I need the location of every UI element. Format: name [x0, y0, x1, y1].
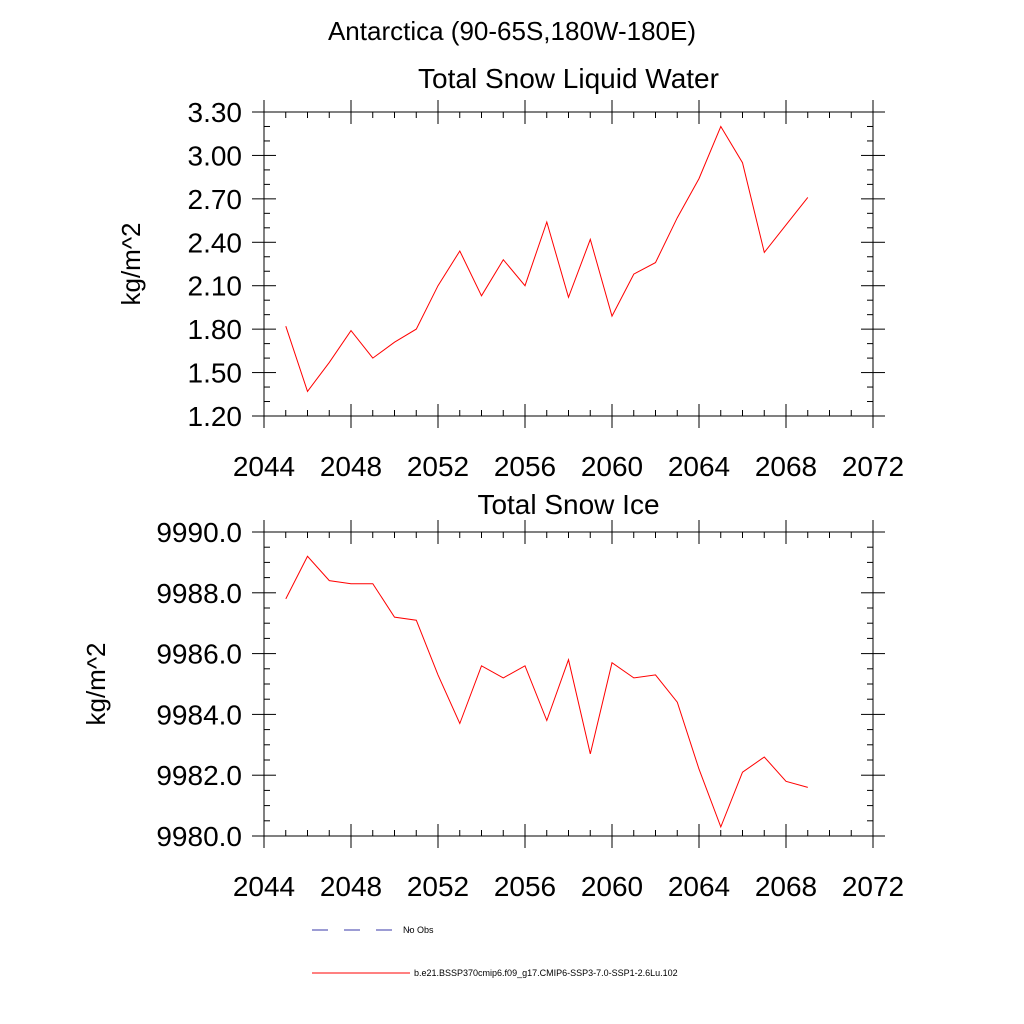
y-axis-label: kg/m^2 — [116, 222, 146, 305]
y-tick-label: 2.40 — [188, 227, 243, 258]
x-tick-label: 2056 — [494, 451, 556, 482]
y-tick-label: 2.10 — [188, 271, 243, 302]
x-tick-label: 2060 — [581, 871, 643, 902]
x-tick-label: 2044 — [233, 451, 295, 482]
x-tick-label: 2064 — [668, 451, 730, 482]
y-tick-label: 1.80 — [188, 314, 243, 345]
series-line — [285, 125, 809, 393]
legend-label: b.e21.BSSP370cmip6.f09_g17.CMIP6-SSP3-7.… — [414, 968, 678, 978]
y-axis-label: kg/m^2 — [81, 642, 111, 725]
y-tick-label: 1.20 — [188, 401, 243, 432]
y-tick-label: 9990.0 — [156, 517, 242, 548]
plot-frame — [263, 111, 874, 417]
y-tick-label: 2.70 — [188, 184, 243, 215]
x-tick-label: 2044 — [233, 871, 295, 902]
y-tick-label: 9984.0 — [156, 699, 242, 730]
y-tick-label: 9986.0 — [156, 639, 242, 670]
y-tick-label: 9980.0 — [156, 821, 242, 852]
chart-title: Total Snow Liquid Water — [418, 63, 719, 94]
x-tick-label: 2060 — [581, 451, 643, 482]
x-tick-label: 2048 — [320, 451, 382, 482]
x-tick-label: 2068 — [755, 451, 817, 482]
y-tick-label: 9988.0 — [156, 578, 242, 609]
plot-frame — [263, 531, 874, 837]
x-tick-label: 2064 — [668, 871, 730, 902]
x-tick-label: 2048 — [320, 871, 382, 902]
y-tick-label: 1.50 — [188, 358, 243, 389]
x-tick-label: 2072 — [842, 451, 904, 482]
y-tick-label: 3.30 — [188, 97, 243, 128]
legend-label: No Obs — [403, 925, 434, 935]
x-tick-label: 2056 — [494, 871, 556, 902]
chart-title: Total Snow Ice — [477, 489, 659, 520]
x-tick-label: 2052 — [407, 871, 469, 902]
y-tick-label: 9982.0 — [156, 760, 242, 791]
chart-panel-snow-liquid-water: Total Snow Liquid Water kg/m^2 2044 2048 205… — [116, 63, 904, 482]
figure-supertitle: Antarctica (90-65S,180W-180E) — [327, 16, 697, 46]
legend: No Obs b.e21.BSSP370cmip6.f09_g17.CMIP6-S… — [312, 925, 678, 978]
x-tick-label: 2068 — [755, 871, 817, 902]
x-tick-label: 2072 — [842, 871, 904, 902]
chart-panel-snow-ice: Total Snow Ice kg/m^2 2044 2048 2052 2056 2060… — [81, 489, 904, 902]
series-line — [285, 555, 808, 829]
y-tick-label: 3.00 — [188, 140, 243, 171]
x-tick-label: 2052 — [407, 451, 469, 482]
